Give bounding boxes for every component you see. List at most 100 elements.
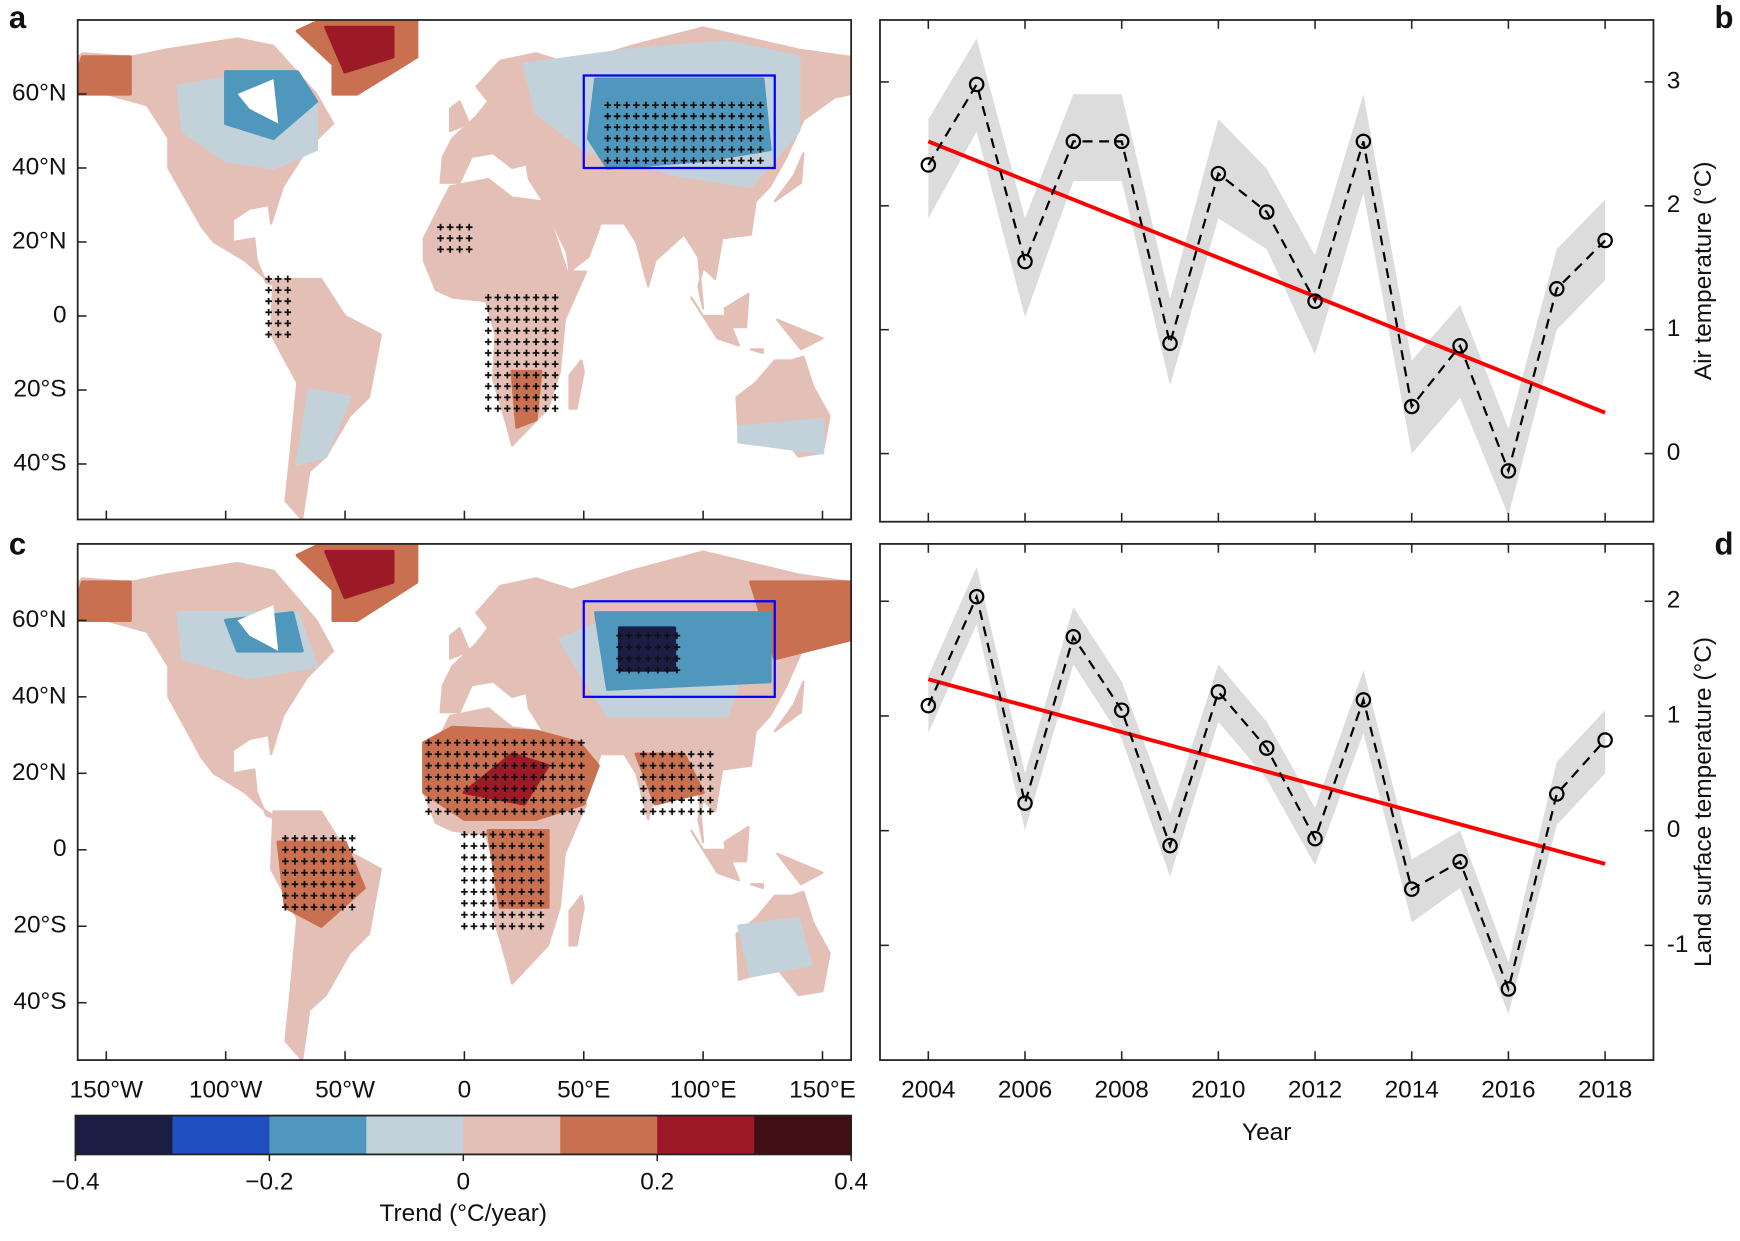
y-tick-label: 20°N	[12, 759, 67, 786]
land	[776, 852, 824, 886]
colorbar-swatch	[269, 1115, 367, 1155]
data-point	[1017, 253, 1033, 270]
ensemble-band	[928, 566, 1606, 1015]
plot-frame	[879, 543, 1655, 1061]
y-tick-label: 0	[53, 301, 67, 328]
data-point	[968, 588, 985, 605]
colorbar-swatch	[657, 1115, 755, 1155]
significance-stipple	[616, 632, 681, 674]
y-tick-label: 20°N	[12, 227, 67, 254]
land	[773, 680, 805, 733]
data-point	[1597, 232, 1613, 249]
trend-patch	[617, 626, 677, 672]
trend-patch	[486, 828, 550, 909]
land	[690, 829, 741, 882]
land	[568, 359, 585, 410]
colorbar-swatch	[172, 1115, 270, 1155]
data-point	[1113, 133, 1130, 150]
y-tick-label: 1	[1667, 701, 1681, 728]
water	[237, 79, 279, 124]
land	[723, 292, 750, 329]
land	[690, 296, 741, 347]
data-point	[1548, 281, 1565, 297]
data-point	[1597, 732, 1613, 748]
x-tick-label: 50°E	[557, 1077, 610, 1104]
x-tick-label: 100°W	[189, 1077, 263, 1104]
land	[723, 825, 750, 863]
y-tick-label: 2	[1667, 587, 1681, 614]
x-tick-label: 2012	[1288, 1077, 1342, 1104]
trend-patch	[295, 388, 352, 466]
x-tick-label: 150°E	[789, 1077, 856, 1104]
colorbar-label: Trend (°C/year)	[380, 1200, 548, 1227]
x-tick-label: 2016	[1481, 1077, 1535, 1104]
data-point	[1065, 133, 1082, 150]
data-point	[1452, 853, 1468, 870]
trend-patch	[77, 580, 132, 623]
x-axis-label: Year	[1242, 1119, 1291, 1146]
region-box	[582, 74, 776, 170]
water	[237, 605, 279, 651]
colorbar-swatch	[366, 1115, 464, 1155]
x-tick-label: 2014	[1385, 1077, 1439, 1104]
trend-patch	[77, 55, 132, 96]
data-point	[1307, 293, 1323, 309]
data-point	[1355, 692, 1372, 708]
x-tick-label: 100°E	[670, 1077, 737, 1104]
data-point	[1162, 837, 1178, 854]
land	[448, 626, 471, 660]
colorbar-tick-label: −0.4	[51, 1169, 99, 1196]
significance-stipple	[461, 831, 545, 930]
region-box	[582, 600, 776, 698]
land	[749, 348, 764, 355]
y-axis-label: Air temperature (°C)	[1690, 162, 1717, 381]
x-tick-label: 2006	[998, 1077, 1052, 1104]
data-point	[920, 157, 937, 173]
x-tick-label: 2008	[1095, 1077, 1149, 1104]
y-tick-label: 20°S	[13, 375, 66, 402]
land	[749, 883, 764, 890]
x-tick-label: 150°W	[70, 1077, 144, 1104]
plot-frame	[879, 19, 1655, 523]
trend-line	[927, 139, 1606, 415]
panel-letter: c	[9, 526, 26, 561]
y-tick-label: 40°N	[12, 682, 67, 709]
panel-letter: b	[1714, 0, 1733, 35]
data-point	[1548, 786, 1565, 802]
data-point	[1162, 335, 1178, 352]
colorbar-swatch	[463, 1115, 561, 1155]
map-layer	[77, 543, 852, 1061]
data-point	[1210, 684, 1227, 700]
trend-patch	[586, 77, 772, 170]
trend-patch	[324, 25, 395, 74]
x-tick-label: 2018	[1578, 1077, 1632, 1104]
colorbar-swatch	[75, 1115, 173, 1155]
data-point	[1500, 463, 1517, 479]
data-point	[920, 697, 937, 714]
data-point	[1113, 702, 1130, 718]
y-axis-label: Land surface temperature (°C)	[1690, 637, 1717, 967]
y-tick-label: -1	[1667, 931, 1689, 958]
x-tick-label: 50°W	[315, 1077, 375, 1104]
map-frame	[76, 543, 853, 1061]
y-tick-label: 40°S	[13, 988, 66, 1015]
y-tick-label: 2	[1667, 191, 1681, 218]
colorbar-tick-label: 0.2	[640, 1169, 674, 1196]
trend-line	[927, 677, 1606, 866]
data-point	[1307, 830, 1323, 847]
y-tick-label: 60°N	[12, 79, 67, 106]
significance-stipple	[282, 834, 356, 911]
data-point	[1452, 338, 1468, 354]
data-line	[927, 81, 1606, 475]
panel-letter: d	[1714, 526, 1733, 561]
data-point	[1500, 981, 1517, 997]
trend-patch	[737, 916, 813, 978]
y-tick-label: 3	[1667, 67, 1681, 94]
data-point	[1210, 165, 1227, 182]
significance-stipple	[437, 223, 473, 253]
y-tick-label: 0	[53, 835, 67, 862]
colorbar-tick-label: 0.4	[834, 1169, 868, 1196]
trend-patch	[737, 417, 825, 455]
